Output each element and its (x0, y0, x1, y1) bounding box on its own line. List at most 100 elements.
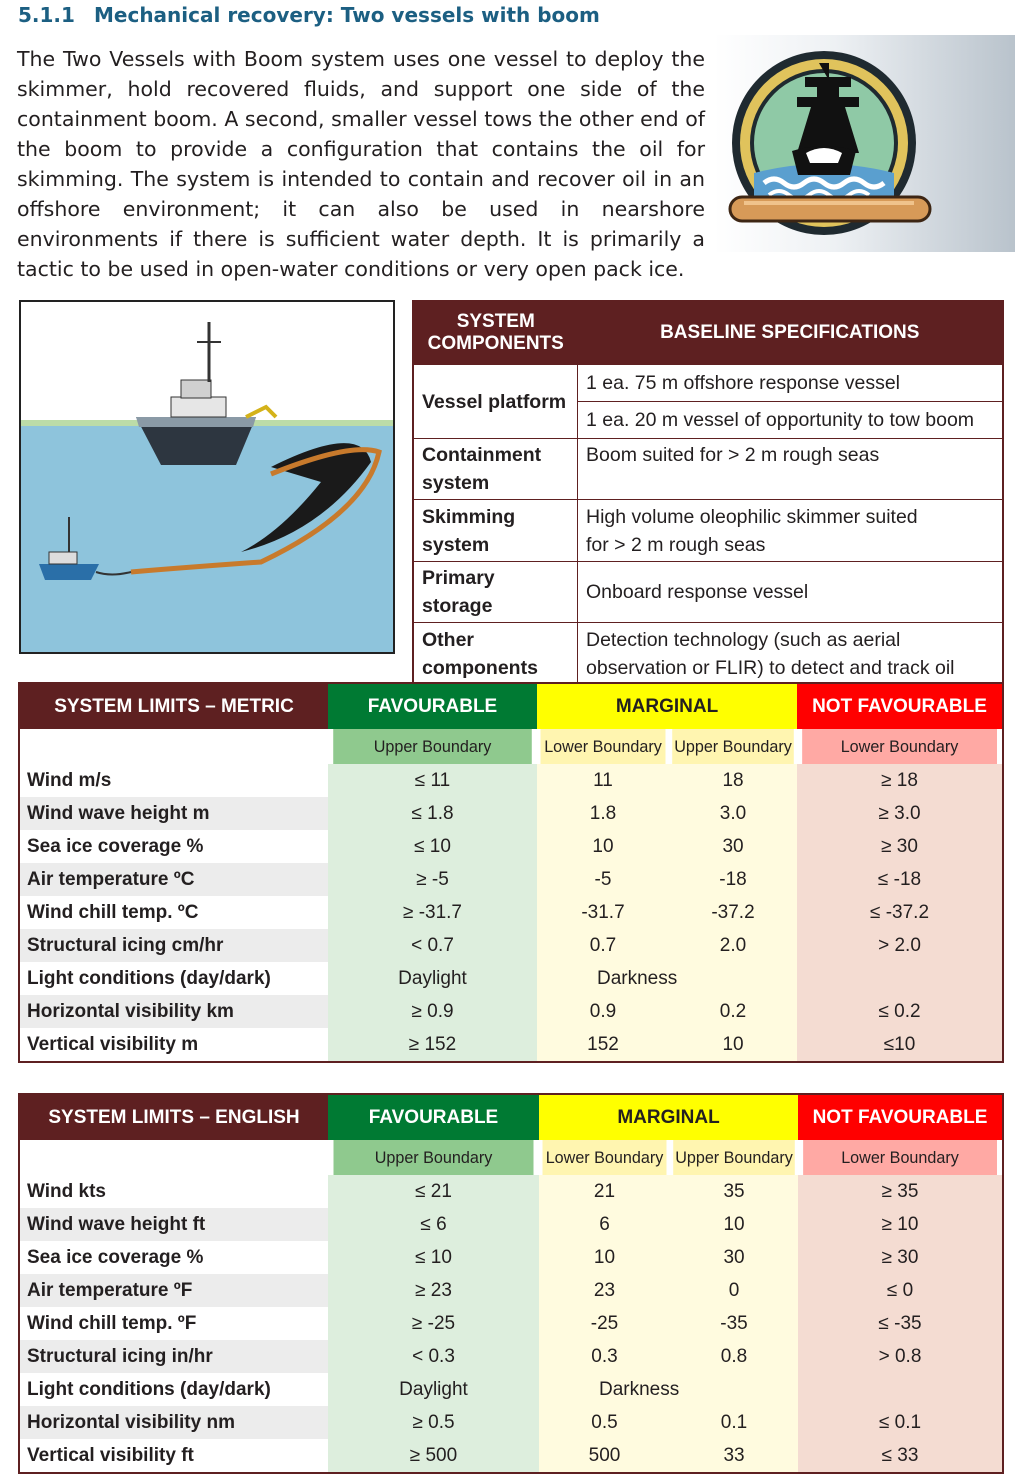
intro-paragraph: The Two Vessels with Boom system uses on… (17, 47, 705, 281)
blank-cell (26, 729, 321, 764)
favourable-value: ≥ 23 (328, 1274, 539, 1307)
table-row: Air temperature ºC ≥ -5 -5 -18 ≤ -18 (19, 863, 1003, 896)
spec-label: Other components (412, 622, 578, 687)
parameter-label: Vertical visibility m (19, 1028, 328, 1062)
not-favourable-value: > 2.0 (797, 929, 1003, 962)
boundary-row: Upper Boundary Lower Boundary Upper Boun… (19, 729, 1003, 764)
parameter-label: Wind wave height m (19, 797, 328, 830)
marginal-upper-value: -18 (669, 863, 798, 896)
favourable-value: ≤ 21 (328, 1175, 539, 1208)
parameter-label: Wind chill temp. ºC (19, 896, 328, 929)
favourable-value: Daylight (328, 962, 537, 995)
not-favourable-value (798, 1373, 1003, 1406)
marginal-upper-value: 10 (670, 1208, 799, 1241)
table-row: Light conditions (day/dark) Daylight Darkn… (19, 962, 1003, 995)
favourable-value: ≤ 10 (328, 830, 537, 863)
table-row: Wind chill temp. ºF ≥ -25 -25 -35 ≤ -35 (19, 1307, 1003, 1340)
marginal-lower-value: 0.7 (537, 929, 669, 962)
spec-value-line: for > 2 m rough seas (586, 533, 766, 556)
table-row: Skimming system High volume oleophilic s… (412, 499, 1004, 562)
table-row: Air temperature ºF ≥ 23 23 0 ≤ 0 (19, 1274, 1003, 1307)
favourable-header: FAVOURABLE (328, 1094, 539, 1140)
limits-metric-table: SYSTEM LIMITS – METRIC FAVOURABLE MARGIN… (18, 682, 1004, 1063)
limits-english-table: SYSTEM LIMITS – ENGLISH FAVOURABLE MARGI… (18, 1093, 1004, 1474)
table-row: Sea ice coverage % ≤ 10 10 30 ≥ 30 (19, 830, 1003, 863)
parameter-label: Wind wave height ft (19, 1208, 328, 1241)
not-favourable-value: ≥ 3.0 (797, 797, 1003, 830)
marginal-lower-value: 152 (537, 1028, 669, 1062)
parameter-label: Light conditions (day/dark) (19, 1373, 328, 1406)
limits-title: SYSTEM LIMITS – ENGLISH (19, 1094, 328, 1140)
marginal-lower-value: 1.8 (537, 797, 669, 830)
spec-label: Vessel platform (412, 364, 578, 439)
table-row: Wind kts ≤ 21 21 35 ≥ 35 (19, 1175, 1003, 1208)
spec-table: SYSTEM COMPONENTS BASELINE SPECIFICATION… (412, 300, 1004, 688)
upper-boundary-label: Upper Boundary (333, 729, 532, 764)
marginal-lower-value: 0.9 (537, 995, 669, 1028)
favourable-value: ≤ 6 (328, 1208, 539, 1241)
marginal-upper-value: -35 (670, 1307, 799, 1340)
not-favourable-value: ≤10 (797, 1028, 1003, 1062)
not-favourable-value: ≤ -35 (798, 1307, 1003, 1340)
lower-boundary-label: Lower Boundary (803, 1140, 998, 1175)
parameter-label: Wind m/s (19, 764, 328, 797)
not-favourable-value (797, 962, 1003, 995)
spec-col-components: SYSTEM COMPONENTS (413, 301, 578, 365)
parameter-label: Sea ice coverage % (19, 830, 328, 863)
table-row: Structural icing in/hr < 0.3 0.3 0.8 > 0.8 (19, 1340, 1003, 1373)
spec-value-line: observation or FLIR) to detect and track… (586, 657, 955, 680)
marginal-lower-value: 10 (537, 830, 669, 863)
marginal-upper-value: 33 (670, 1439, 799, 1473)
marginal-lower-value: 500 (539, 1439, 670, 1473)
spec-value: Detection technology (such as aerial obs… (577, 622, 1004, 687)
lower-boundary-label: Lower Boundary (542, 1140, 667, 1175)
spec-label: Primary storage (412, 561, 578, 623)
table-row: Sea ice coverage % ≤ 10 10 30 ≥ 30 (19, 1241, 1003, 1274)
boundary-row: Upper Boundary Lower Boundary Upper Boun… (19, 1140, 1003, 1175)
spec-value-line: 1 ea. 75 m offshore response vessel (578, 365, 1002, 402)
spec-value-line: 1 ea. 20 m vessel of opportunity to tow … (586, 409, 975, 431)
marginal-upper-value: 3.0 (669, 797, 798, 830)
table-row: Light conditions (day/dark) Daylight Darkn… (19, 1373, 1003, 1406)
parameter-label: Air temperature ºF (19, 1274, 328, 1307)
not-favourable-value: > 0.8 (798, 1340, 1003, 1373)
two-vessels-boom-illustration (19, 300, 395, 654)
marginal-upper-value: 18 (669, 764, 798, 797)
section-number: 5.1.1 (18, 3, 75, 27)
marginal-upper-value: 2.0 (669, 929, 798, 962)
marginal-upper-value: 10 (669, 1028, 798, 1062)
favourable-value: ≥ 0.5 (328, 1406, 539, 1439)
table-row: Primary storage Onboard response vessel (412, 561, 1004, 623)
parameter-label: Air temperature ºC (19, 863, 328, 896)
parameter-label: Structural icing cm/hr (19, 929, 328, 962)
parameter-label: Sea ice coverage % (19, 1241, 328, 1274)
favourable-value: ≥ 0.9 (328, 995, 537, 1028)
spec-value: Onboard response vessel (577, 561, 1004, 623)
parameter-label: Light conditions (day/dark) (19, 962, 328, 995)
ship-boom-icon (728, 51, 932, 235)
table-row: Vessel platform 1 ea. 75 m offshore resp… (412, 364, 1004, 439)
marginal-lower-value: -5 (537, 863, 669, 896)
spec-label: Containment system (412, 438, 578, 500)
marginal-lower-value: 0.5 (539, 1406, 670, 1439)
table-row: Vertical visibility m ≥ 152 152 10 ≤10 (19, 1028, 1003, 1062)
marginal-lower-value: 21 (539, 1175, 670, 1208)
marginal-upper-value: 0.1 (670, 1406, 799, 1439)
parameter-label: Horizontal visibility km (19, 995, 328, 1028)
marginal-lower-value: 6 (539, 1208, 670, 1241)
spec-header-row: SYSTEM COMPONENTS BASELINE SPECIFICATION… (413, 301, 1003, 365)
upper-boundary-label: Upper Boundary (673, 1140, 795, 1175)
table-row: Wind chill temp. ºC ≥ -31.7 -31.7 -37.2 ≤ -3… (19, 896, 1003, 929)
marginal-value: Darkness (537, 962, 798, 995)
table-row: Other components Detection technology (s… (412, 622, 1004, 687)
parameter-label: Wind chill temp. ºF (19, 1307, 328, 1340)
limits-header-row: SYSTEM LIMITS – METRIC FAVOURABLE MARGIN… (19, 683, 1003, 729)
favourable-value: ≥ 152 (328, 1028, 537, 1062)
favourable-header: FAVOURABLE (328, 683, 537, 729)
not-favourable-value: ≥ 30 (798, 1241, 1003, 1274)
favourable-value: < 0.7 (328, 929, 537, 962)
favourable-value: ≥ -31.7 (328, 896, 537, 929)
logo-panel (714, 35, 1015, 252)
marginal-upper-value: 0 (670, 1274, 799, 1307)
marginal-lower-value: -31.7 (537, 896, 669, 929)
